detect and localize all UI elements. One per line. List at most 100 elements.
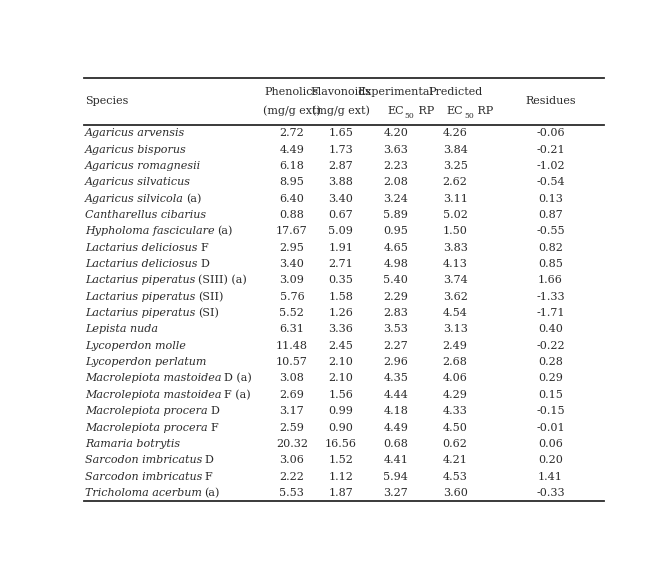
Text: 0.13: 0.13 [538, 194, 563, 203]
Text: 0.62: 0.62 [443, 439, 468, 449]
Text: Tricholoma acerbum: Tricholoma acerbum [85, 488, 202, 498]
Text: Predicted: Predicted [428, 87, 482, 97]
Text: 3.27: 3.27 [384, 488, 408, 498]
Text: 4.44: 4.44 [383, 390, 409, 400]
Text: EC: EC [447, 106, 464, 116]
Text: 5.89: 5.89 [383, 210, 409, 220]
Text: 1.91: 1.91 [328, 243, 353, 253]
Text: 0.06: 0.06 [538, 439, 563, 449]
Text: 0.68: 0.68 [383, 439, 409, 449]
Text: 4.53: 4.53 [443, 471, 468, 482]
Text: 3.60: 3.60 [443, 488, 468, 498]
Text: 6.18: 6.18 [279, 161, 305, 171]
Text: Residues: Residues [525, 97, 576, 106]
Text: 1.58: 1.58 [328, 292, 353, 302]
Text: 3.88: 3.88 [328, 177, 353, 187]
Text: 2.10: 2.10 [328, 374, 353, 383]
Text: 4.49: 4.49 [383, 423, 409, 433]
Text: 6.40: 6.40 [279, 194, 305, 203]
Text: 4.20: 4.20 [383, 128, 409, 138]
Text: F (a): F (a) [224, 390, 251, 400]
Text: 1.56: 1.56 [328, 390, 353, 400]
Text: 4.29: 4.29 [443, 390, 468, 400]
Text: 2.49: 2.49 [443, 341, 468, 351]
Text: 2.95: 2.95 [279, 243, 305, 253]
Text: 2.08: 2.08 [383, 177, 409, 187]
Text: 4.35: 4.35 [383, 374, 409, 383]
Text: Phenolics: Phenolics [265, 87, 319, 97]
Text: 2.96: 2.96 [383, 357, 409, 367]
Text: 0.20: 0.20 [538, 456, 563, 465]
Text: 3.53: 3.53 [383, 324, 409, 335]
Text: EC: EC [388, 106, 404, 116]
Text: 1.66: 1.66 [538, 275, 563, 285]
Text: 4.54: 4.54 [443, 308, 468, 318]
Text: Flavonoids: Flavonoids [310, 87, 371, 97]
Text: -1.02: -1.02 [536, 161, 565, 171]
Text: 5.40: 5.40 [383, 275, 409, 285]
Text: 5.02: 5.02 [443, 210, 468, 220]
Text: -0.54: -0.54 [536, 177, 565, 187]
Text: 10.57: 10.57 [276, 357, 308, 367]
Text: 3.36: 3.36 [328, 324, 353, 335]
Text: (SI): (SI) [198, 308, 219, 318]
Text: -0.15: -0.15 [536, 406, 565, 416]
Text: RP: RP [415, 106, 434, 116]
Text: 3.25: 3.25 [443, 161, 468, 171]
Text: Macrolepiota mastoidea: Macrolepiota mastoidea [85, 390, 221, 400]
Text: 2.68: 2.68 [443, 357, 468, 367]
Text: (mg/g ext): (mg/g ext) [263, 106, 321, 116]
Text: 1.26: 1.26 [328, 308, 353, 318]
Text: F: F [210, 423, 218, 433]
Text: 0.82: 0.82 [538, 243, 563, 253]
Text: 4.06: 4.06 [443, 374, 468, 383]
Text: D (a): D (a) [224, 373, 252, 383]
Text: Agaricus bisporus: Agaricus bisporus [85, 144, 187, 154]
Text: 3.40: 3.40 [328, 194, 353, 203]
Text: Agaricus arvensis: Agaricus arvensis [85, 128, 185, 138]
Text: 3.08: 3.08 [279, 374, 305, 383]
Text: 3.62: 3.62 [443, 292, 468, 302]
Text: 2.87: 2.87 [328, 161, 353, 171]
Text: (a): (a) [205, 488, 220, 498]
Text: 4.18: 4.18 [383, 406, 409, 416]
Text: 3.40: 3.40 [279, 259, 305, 269]
Text: 1.52: 1.52 [328, 456, 353, 465]
Text: 4.98: 4.98 [383, 259, 409, 269]
Text: 1.73: 1.73 [328, 144, 353, 154]
Text: 2.59: 2.59 [279, 423, 305, 433]
Text: 2.22: 2.22 [279, 471, 305, 482]
Text: 0.29: 0.29 [538, 374, 563, 383]
Text: Agaricus silvicola: Agaricus silvicola [85, 194, 184, 203]
Text: 0.67: 0.67 [328, 210, 353, 220]
Text: Hypholoma fasciculare: Hypholoma fasciculare [85, 226, 215, 236]
Text: F: F [200, 243, 208, 253]
Text: (SIII) (a): (SIII) (a) [198, 275, 247, 286]
Text: 3.09: 3.09 [279, 275, 305, 285]
Text: 0.85: 0.85 [538, 259, 563, 269]
Text: 16.56: 16.56 [325, 439, 357, 449]
Text: 2.83: 2.83 [383, 308, 409, 318]
Text: 2.27: 2.27 [384, 341, 408, 351]
Text: 3.06: 3.06 [279, 456, 305, 465]
Text: 0.15: 0.15 [538, 390, 563, 400]
Text: 1.12: 1.12 [328, 471, 353, 482]
Text: 6.31: 6.31 [279, 324, 305, 335]
Text: Lactarius piperatus: Lactarius piperatus [85, 292, 195, 302]
Text: Species: Species [85, 97, 128, 106]
Text: 5.53: 5.53 [279, 488, 305, 498]
Text: -0.33: -0.33 [536, 488, 565, 498]
Text: 3.84: 3.84 [443, 144, 468, 154]
Text: Experimental: Experimental [358, 87, 434, 97]
Text: 4.33: 4.33 [443, 406, 468, 416]
Text: 0.87: 0.87 [538, 210, 563, 220]
Text: 0.90: 0.90 [328, 423, 353, 433]
Text: 5.52: 5.52 [279, 308, 305, 318]
Text: Macrolepiota procera: Macrolepiota procera [85, 423, 207, 433]
Text: 2.29: 2.29 [383, 292, 409, 302]
Text: 0.99: 0.99 [328, 406, 353, 416]
Text: 2.45: 2.45 [328, 341, 353, 351]
Text: 17.67: 17.67 [276, 226, 308, 236]
Text: 11.48: 11.48 [276, 341, 308, 351]
Text: 4.49: 4.49 [279, 144, 305, 154]
